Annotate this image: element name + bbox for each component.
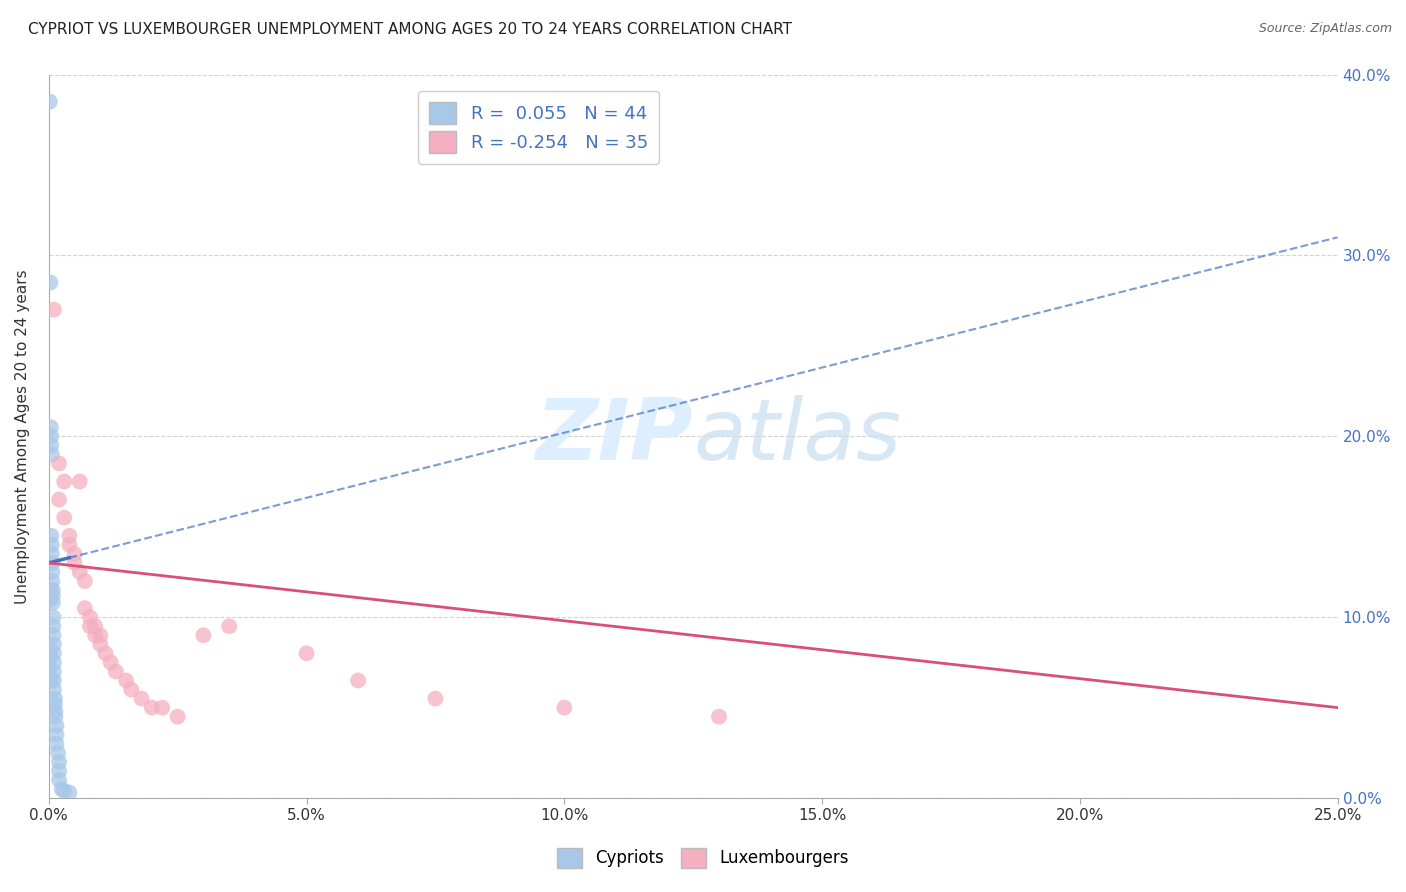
Legend: Cypriots, Luxembourgers: Cypriots, Luxembourgers	[551, 841, 855, 875]
Point	[120, 682, 142, 697]
Point	[218, 619, 240, 633]
Point	[131, 691, 153, 706]
Point	[39, 276, 62, 290]
Point	[73, 574, 96, 588]
Point	[48, 772, 70, 787]
Point	[89, 637, 111, 651]
Point	[42, 682, 65, 697]
Point	[58, 786, 80, 800]
Point	[150, 700, 173, 714]
Point	[53, 784, 76, 798]
Point	[84, 628, 107, 642]
Point	[41, 574, 63, 588]
Point	[39, 650, 62, 665]
Point	[45, 737, 67, 751]
Point	[166, 709, 188, 723]
Point	[84, 619, 107, 633]
Point	[425, 691, 447, 706]
Point	[48, 764, 70, 778]
Point	[44, 691, 66, 706]
Text: CYPRIOT VS LUXEMBOURGER UNEMPLOYMENT AMONG AGES 20 TO 24 YEARS CORRELATION CHART: CYPRIOT VS LUXEMBOURGER UNEMPLOYMENT AMO…	[28, 22, 792, 37]
Text: atlas: atlas	[693, 395, 901, 478]
Point	[45, 719, 67, 733]
Point	[48, 492, 70, 507]
Point	[42, 656, 65, 670]
Point	[42, 628, 65, 642]
Point	[707, 709, 730, 723]
Point	[38, 661, 60, 675]
Point	[41, 429, 63, 443]
Point	[42, 665, 65, 679]
Point	[42, 673, 65, 688]
Point	[46, 746, 69, 760]
Point	[48, 755, 70, 769]
Point	[347, 673, 370, 688]
Text: ZIP: ZIP	[536, 395, 693, 478]
Point	[42, 619, 65, 633]
Point	[39, 420, 62, 434]
Point	[42, 637, 65, 651]
Point	[553, 700, 575, 714]
Point	[295, 646, 318, 660]
Point	[41, 673, 63, 688]
Point	[41, 438, 63, 452]
Point	[41, 538, 63, 552]
Point	[73, 601, 96, 615]
Point	[44, 704, 66, 718]
Point	[53, 510, 76, 524]
Point	[41, 447, 63, 461]
Point	[42, 582, 65, 597]
Point	[58, 529, 80, 543]
Point	[45, 728, 67, 742]
Point	[44, 709, 66, 723]
Point	[42, 610, 65, 624]
Point	[39, 642, 62, 657]
Point	[63, 556, 86, 570]
Point	[42, 302, 65, 317]
Point	[94, 646, 117, 660]
Legend: R =  0.055   N = 44, R = -0.254   N = 35: R = 0.055 N = 44, R = -0.254 N = 35	[419, 91, 659, 164]
Point	[89, 628, 111, 642]
Y-axis label: Unemployment Among Ages 20 to 24 years: Unemployment Among Ages 20 to 24 years	[15, 269, 30, 604]
Point	[42, 589, 65, 603]
Point	[141, 700, 163, 714]
Point	[115, 673, 138, 688]
Point	[58, 538, 80, 552]
Point	[69, 475, 91, 489]
Point	[48, 457, 70, 471]
Point	[69, 565, 91, 579]
Point	[39, 582, 62, 597]
Point	[53, 475, 76, 489]
Point	[44, 697, 66, 711]
Point	[193, 628, 215, 642]
Point	[100, 656, 122, 670]
Point	[39, 592, 62, 607]
Point	[38, 95, 60, 109]
Point	[79, 619, 101, 633]
Point	[41, 565, 63, 579]
Point	[63, 547, 86, 561]
Point	[41, 529, 63, 543]
Point	[104, 665, 127, 679]
Text: Source: ZipAtlas.com: Source: ZipAtlas.com	[1258, 22, 1392, 36]
Point	[79, 610, 101, 624]
Point	[42, 646, 65, 660]
Point	[41, 556, 63, 570]
Point	[41, 547, 63, 561]
Point	[51, 782, 73, 797]
Point	[42, 596, 65, 610]
